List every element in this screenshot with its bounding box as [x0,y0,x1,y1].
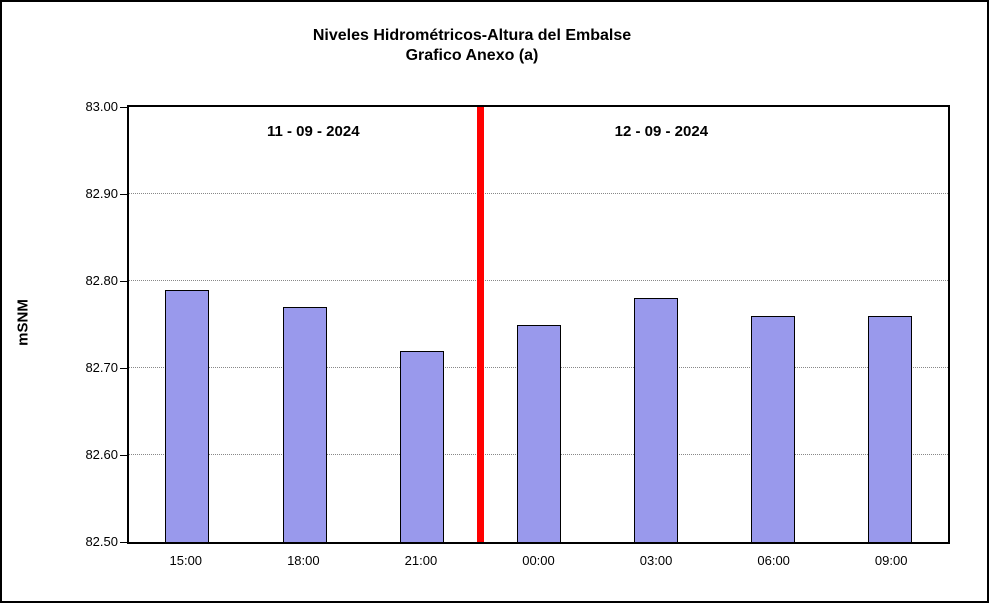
date-divider-line [476,107,484,542]
y-tick-mark [120,107,127,108]
y-tick-mark [120,281,127,282]
y-tick-label-83.00: 83.00 [85,99,118,114]
x-tick-label-09:00: 09:00 [874,553,908,568]
bar-03:00 [633,298,678,542]
date-label-left: 11 - 09 - 2024 [266,123,360,140]
y-tick-label-82.70: 82.70 [85,360,118,375]
y-axis-label: mSNM [14,299,32,346]
y-tick-label-82.60: 82.60 [85,447,118,462]
chart-title-line1: Niveles Hidrométricos-Altura del Embalse [312,27,632,44]
gridline-82.80 [129,280,948,281]
y-tick-mark [120,194,127,195]
date-label-right: 12 - 09 - 2024 [614,123,709,140]
bar-18:00 [282,307,327,542]
chart-title-line2: Grafico Anexo (a) [405,47,539,64]
bar-09:00 [867,315,912,542]
y-tick-label-82.90: 82.90 [85,186,118,201]
y-tick-mark [120,542,127,543]
y-tick-mark [120,368,127,369]
x-tick-label-21:00: 21:00 [404,553,438,568]
bar-21:00 [399,350,444,542]
y-tick-mark [120,455,127,456]
x-tick-label-18:00: 18:00 [287,553,320,568]
gridline-82.90 [129,193,948,194]
x-tick-label-03:00: 03:00 [639,553,673,568]
y-tick-label-82.80: 82.80 [85,273,118,288]
bar-06:00 [750,315,795,542]
plot-area: 11 - 09 - 2024 12 - 09 - 2024 [127,105,950,544]
bar-00:00 [516,324,561,542]
x-tick-label-00:00: 00:00 [522,553,555,568]
y-tick-label-82.50: 82.50 [85,534,118,549]
chart-title: Niveles Hidrométricos-Altura del Embalse… [2,26,942,66]
x-tick-label-15:00: 15:00 [169,553,203,568]
bar-15:00 [165,289,210,542]
x-tick-label-06:00: 06:00 [757,553,790,568]
